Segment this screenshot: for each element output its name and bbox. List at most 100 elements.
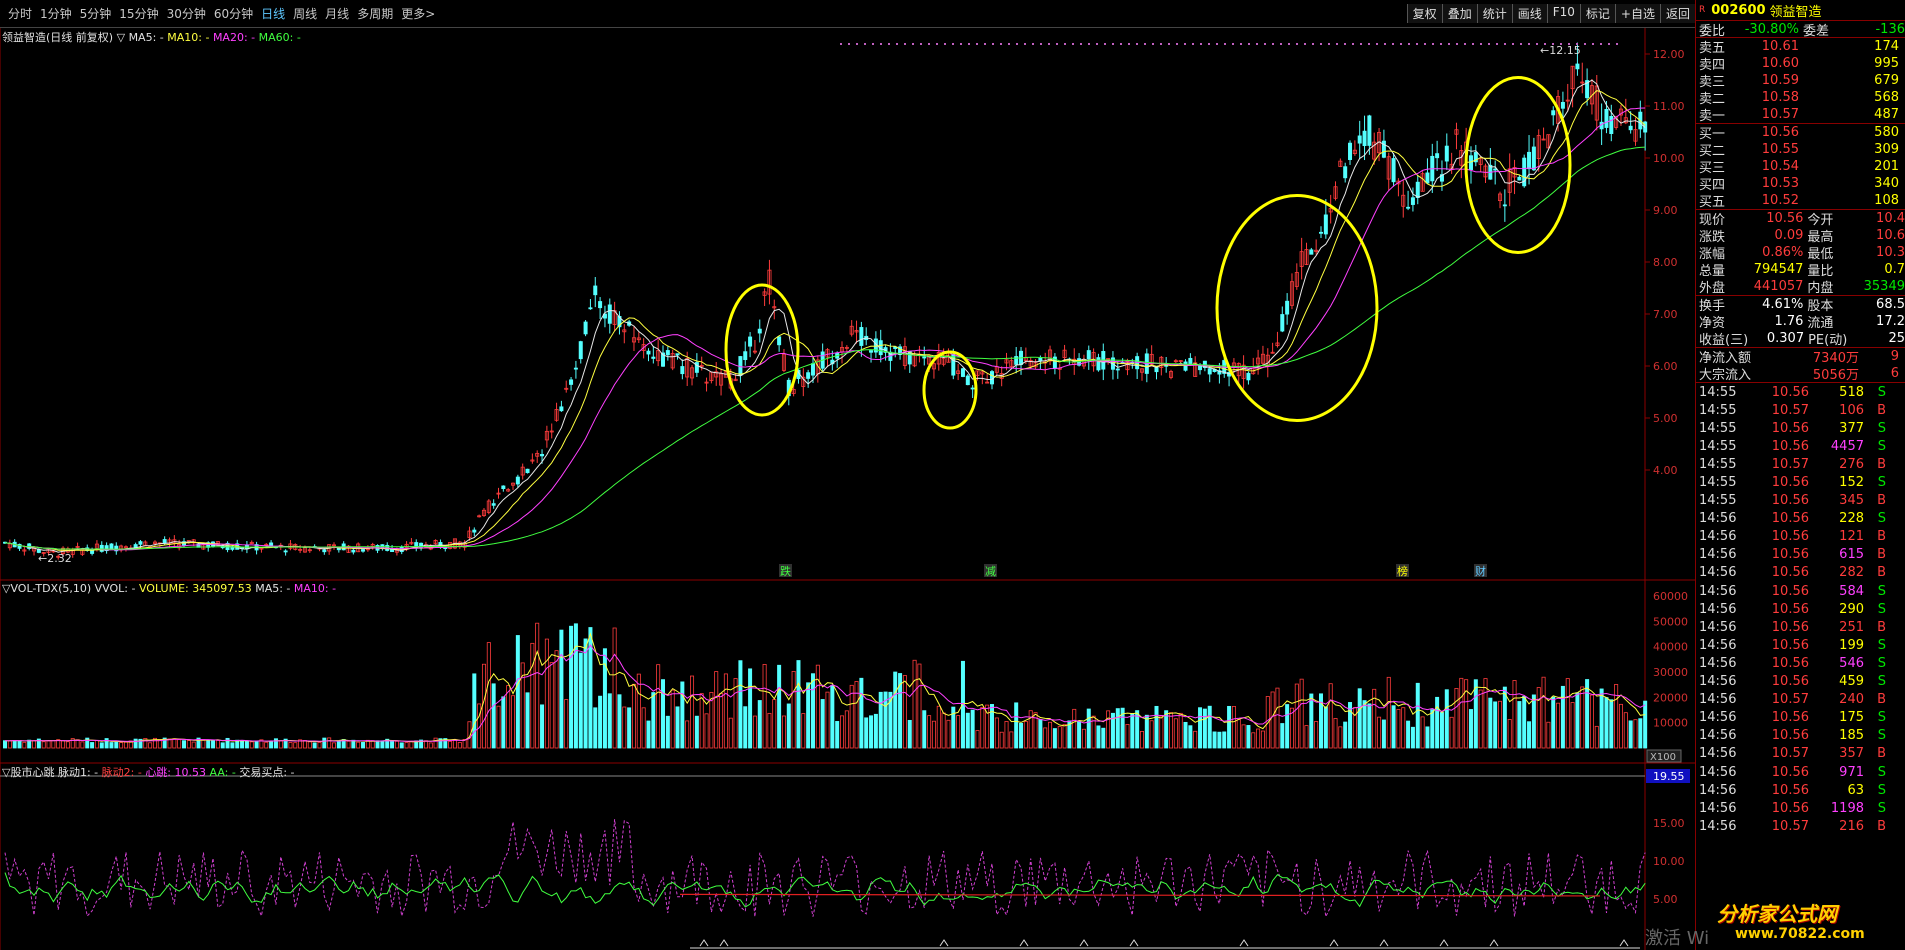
tool-button-6[interactable]: +自选 (1614, 4, 1660, 23)
tick-side: S (1877, 710, 1886, 726)
signal-dot (1312, 43, 1314, 45)
volume-bar (612, 627, 617, 749)
stat2-value: 1.76 (1774, 314, 1804, 329)
candle-body (75, 546, 80, 548)
timeframe-tab-0[interactable]: 分时 (8, 7, 33, 21)
tick-price: 10.57 (1771, 818, 1809, 834)
vol-ma10: MA10: - (293, 582, 337, 595)
stat-value2: 10.4 (1876, 211, 1905, 226)
stat2-row: 收益(三) 0.307 PE(动) 25 (1696, 330, 1905, 347)
volume-bar (757, 700, 762, 749)
volume-bar (109, 742, 114, 749)
chart-area[interactable]: 12.00 11.00 10.00 9.00 8.00 7.00 6.00 5.00 4.00 6… (0, 28, 1695, 950)
volume-bar (1430, 709, 1435, 749)
flow-label: 净流入额 (1699, 351, 1752, 365)
signal-dot (888, 43, 890, 45)
volume-bar (912, 659, 917, 749)
kline-chart[interactable]: 12.00 11.00 10.00 9.00 8.00 7.00 6.00 5.00 4.00 6… (0, 28, 1695, 950)
candle-body (496, 492, 501, 495)
volume-bar (244, 740, 249, 749)
tick-volume: 459 (1839, 674, 1864, 690)
volume-bar (1522, 696, 1527, 749)
stat-value2: 35349 (1863, 279, 1905, 294)
ask-price: 10.59 (1761, 73, 1799, 88)
timeframe-tab-4[interactable]: 30分钟 (166, 7, 206, 21)
signal-dot (1240, 43, 1242, 45)
candle-body (1173, 360, 1178, 363)
candle-body (1381, 140, 1386, 158)
timeframe-tab-5[interactable]: 60分钟 (213, 7, 254, 21)
candle-body (631, 337, 636, 343)
candle-body (960, 368, 965, 377)
tick-price: 10.57 (1771, 746, 1809, 762)
volume-bar (704, 713, 709, 749)
candle-body (1551, 110, 1556, 116)
buy-signal-marker (1129, 939, 1139, 947)
vol-title[interactable]: ▽VOL-TDX(5,10) VVOL: - (2, 582, 136, 595)
timeframe-tab-9[interactable]: 多周期 (357, 7, 394, 21)
signal-dot (1448, 43, 1450, 45)
tool-button-2[interactable]: 统计 (1476, 4, 1512, 23)
timeframe-tab-3[interactable]: 15分钟 (119, 7, 159, 21)
tick-side: B (1877, 692, 1886, 708)
timeframe-tab-1[interactable]: 1分钟 (40, 7, 72, 21)
candle-body (1304, 249, 1309, 265)
volume-bar (1236, 719, 1241, 749)
vol-ma5: MA5: - (255, 582, 291, 595)
signal-dot (1288, 43, 1290, 45)
volume-bar (1323, 706, 1328, 749)
tool-button-3[interactable]: 画线 (1511, 4, 1547, 23)
ind-title[interactable]: ▽股市心跳 (2, 766, 55, 779)
timeframe-tab-8[interactable]: 月线 (325, 7, 350, 21)
volume-bar (1546, 721, 1551, 749)
tick-time: 14:56 (1699, 674, 1737, 690)
volume-bar (694, 715, 699, 749)
volume-bar (249, 741, 254, 749)
event-marker-bg (779, 564, 792, 577)
volume-bar (1517, 701, 1522, 749)
signal-dot (1400, 43, 1402, 45)
quote-stats2: 换手 4.61% 股本 68.5 净资 1.76 流通 17.2 收益(三) 0.307 PE(动)… (1696, 295, 1905, 347)
volume-bar (375, 740, 380, 749)
ind-axis-label: 10.00 (1653, 855, 1685, 868)
event-marker: 财 (1475, 564, 1486, 578)
volume-bar (1435, 696, 1440, 749)
volume-bar (810, 673, 815, 749)
timeframe-tab-10[interactable]: 更多> (401, 7, 436, 21)
buy-signal-marker (939, 939, 949, 947)
quote-panel: R 002600 领益智造 委比 -30.80% 委差 -136 卖五 10.61… (1695, 0, 1905, 950)
tool-button-1[interactable]: 叠加 (1441, 4, 1477, 23)
volume-bar (1241, 724, 1246, 749)
timeframe-tab-2[interactable]: 5分钟 (79, 7, 112, 21)
volume-bar (1585, 679, 1590, 749)
candle-body (694, 362, 699, 373)
tool-button-4[interactable]: F10 (1546, 4, 1580, 23)
timeframe-tab-6[interactable]: 日线 (261, 7, 286, 21)
tool-button-7[interactable]: 返回 (1659, 4, 1695, 23)
legend-marker[interactable]: ▽ (116, 31, 126, 44)
volume-bar (540, 704, 545, 749)
timeframe-tab-7[interactable]: 周线 (293, 7, 318, 21)
aa-legend: AA: - (209, 766, 236, 779)
ask-price: 10.61 (1761, 39, 1799, 54)
volume-bar (264, 741, 269, 749)
volume-bar (1202, 708, 1207, 749)
tool-button-5[interactable]: 标记 (1579, 4, 1615, 23)
tick-list[interactable]: 14:55 10.56 518 S 14:55 10.57 106 B 14:55 10.56 37… (1696, 382, 1905, 835)
candle-body (520, 466, 525, 476)
volume-bar (385, 738, 390, 749)
bid-label: 买三 (1699, 161, 1726, 175)
volume-bar (46, 740, 51, 749)
signal-dot (1456, 43, 1458, 45)
volume-bar (733, 678, 738, 749)
signal-dot (904, 43, 906, 45)
flow-row: 净流入额 7340万 9 (1696, 348, 1905, 365)
tool-button-0[interactable]: 复权 (1406, 4, 1442, 23)
candle-body (641, 344, 646, 351)
candle-body (1580, 81, 1585, 84)
volume-bar (317, 742, 322, 749)
volume-bar (1628, 720, 1633, 749)
candle-body (1270, 351, 1275, 354)
signal-dot (1000, 43, 1002, 45)
tick-volume: 216 (1839, 818, 1864, 834)
